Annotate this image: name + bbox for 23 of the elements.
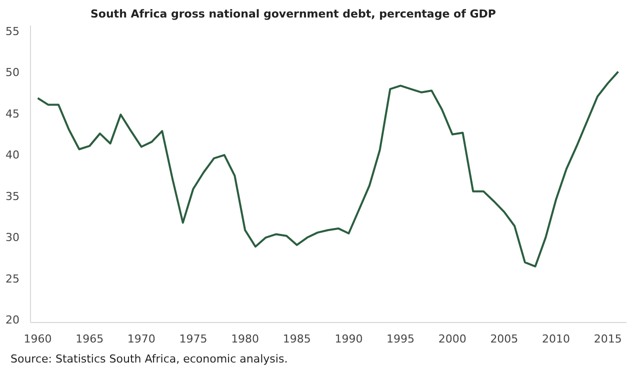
chart-title: South Africa gross national government debt, percentage of GDP — [90, 8, 496, 20]
x-tick-label: 2010 — [542, 332, 570, 346]
y-tick-label: 25 — [6, 272, 20, 286]
x-tick-label: 1990 — [334, 332, 363, 346]
x-tick-label: 2005 — [490, 332, 518, 346]
x-tick-label: 1975 — [179, 332, 208, 346]
x-tick-label: 1995 — [386, 332, 415, 346]
x-tick-label: 1965 — [76, 332, 104, 346]
x-tick-label: 2015 — [594, 332, 622, 346]
y-tick-label: 50 — [6, 66, 20, 80]
y-tick-label: 55 — [6, 24, 20, 38]
x-tick-label: 2000 — [438, 332, 466, 346]
y-tick-label: 30 — [6, 231, 20, 244]
x-tick-label: 1985 — [282, 332, 311, 346]
y-tick-label: 20 — [6, 314, 20, 327]
x-tick-label: 1980 — [231, 332, 260, 346]
source-note: Source: Statistics South Africa, economic analysis. — [10, 352, 288, 366]
x-tick-label: 1970 — [127, 332, 156, 346]
y-tick-label: 40 — [6, 148, 20, 162]
line-series — [36, 70, 620, 268]
y-tick-label: 35 — [6, 190, 20, 203]
y-tick-label: 45 — [6, 107, 20, 120]
x-tick-label: 1960 — [24, 332, 52, 346]
